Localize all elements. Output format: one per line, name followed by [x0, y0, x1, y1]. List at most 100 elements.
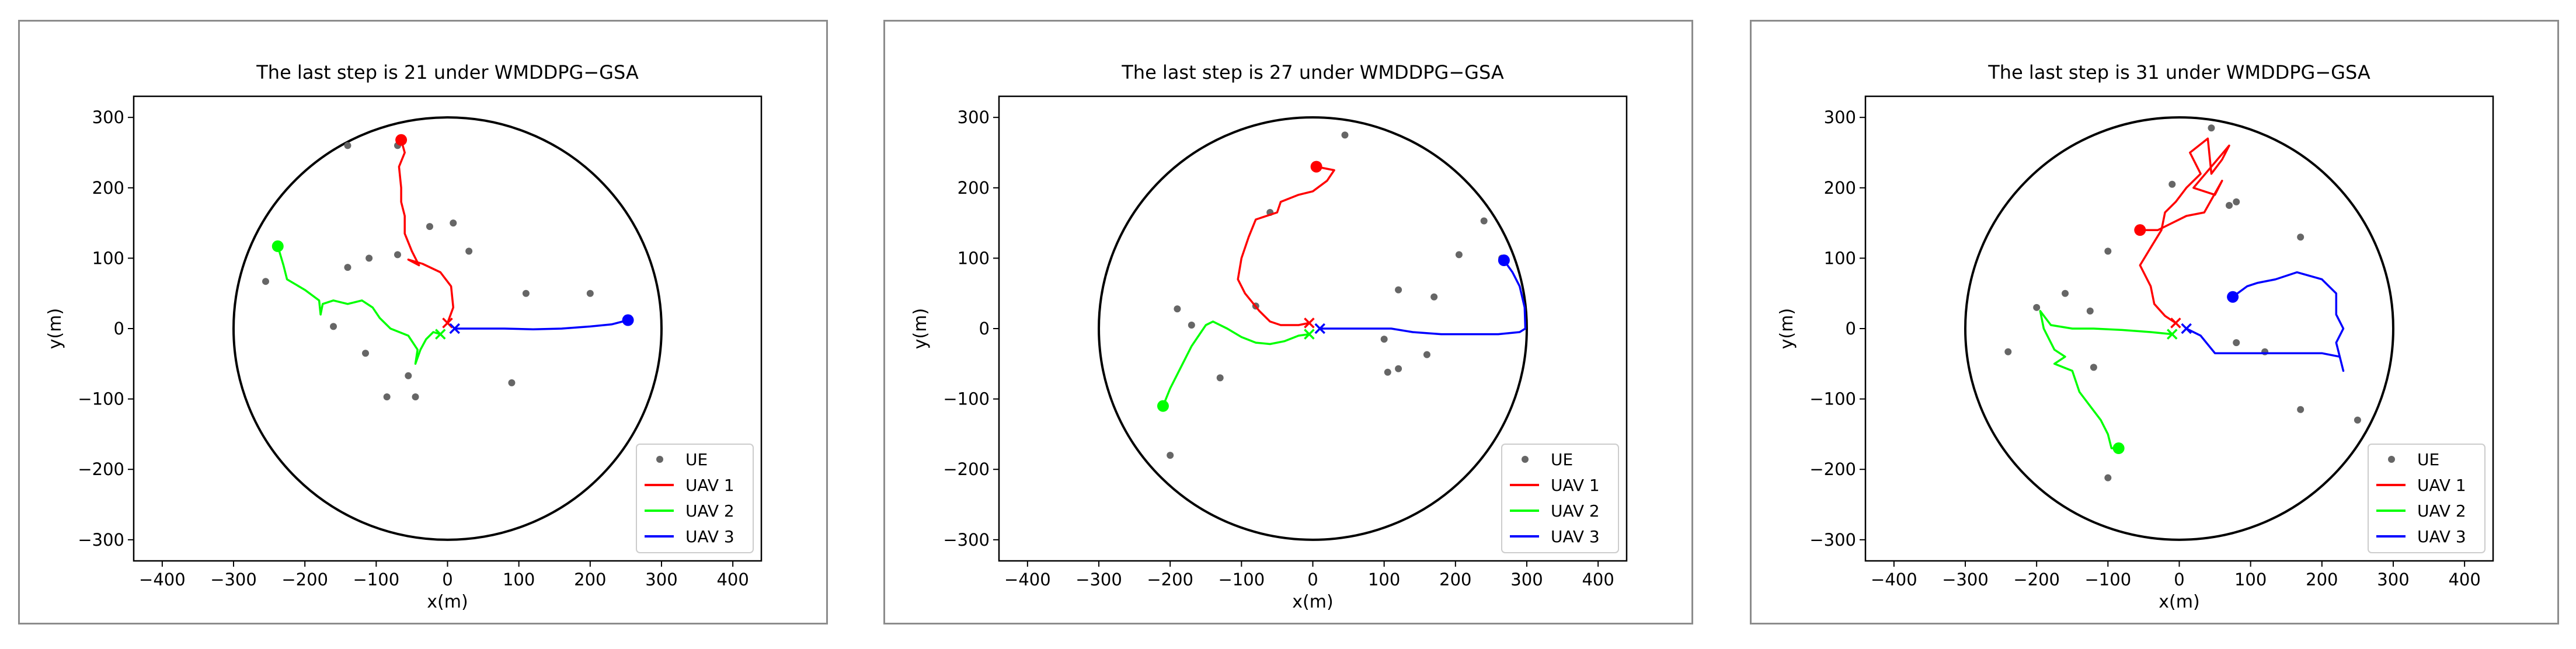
y-tick-label: 100 [92, 248, 124, 268]
legend-entry-label: UAV 1 [685, 476, 734, 495]
y-tick-label: −100 [78, 389, 124, 409]
legend-ue-swatch [656, 456, 663, 463]
legend-ue-swatch [2388, 456, 2395, 463]
y-tick-label: 200 [1824, 178, 1856, 198]
y-tick-label: 100 [958, 248, 990, 268]
x-tick-label: −300 [210, 570, 257, 589]
ue-point [344, 264, 351, 271]
ue-point [2233, 339, 2240, 347]
ue-point [344, 142, 351, 149]
legend-entry-label: UAV 1 [2417, 476, 2466, 495]
ue-point [2168, 180, 2176, 188]
y-tick-label: 0 [1846, 319, 1856, 339]
ue-point [1216, 374, 1224, 382]
ue-point [2090, 364, 2097, 371]
uav-1-trajectory [398, 139, 455, 324]
y-tick-label: 300 [1824, 107, 1856, 127]
legend-entry-label: UAV 3 [685, 527, 734, 546]
x-axis-label: x(m) [2159, 592, 2199, 612]
uav-3-start-marker [1314, 323, 1325, 334]
y-tick-label: 300 [92, 107, 124, 127]
x-tick-label: 400 [2448, 570, 2480, 589]
uav-2-final-position [271, 240, 284, 252]
uav-1-start-marker [442, 317, 453, 329]
y-tick-label: 200 [958, 178, 990, 198]
ue-point [1384, 368, 1391, 376]
ue-point [426, 223, 433, 231]
y-tick-label: 100 [1824, 248, 1856, 268]
uav-3-trajectory [454, 319, 629, 330]
legend-entry-label: UAV 2 [1551, 501, 1600, 521]
x-tick-label: 0 [2174, 570, 2184, 589]
x-tick-label: 200 [2306, 570, 2338, 589]
x-tick-label: −100 [1219, 570, 1265, 589]
x-tick-label: 100 [2234, 570, 2267, 589]
ue-point [330, 323, 337, 330]
x-tick-label: 300 [1510, 570, 1543, 589]
uav-3-final-position [2227, 291, 2239, 303]
ue-point [2297, 233, 2305, 241]
ue-point [1480, 217, 1488, 225]
y-tick-label: 300 [958, 107, 990, 127]
uav-2-trajectory [277, 246, 441, 365]
ue-point [2208, 124, 2215, 132]
ue-point [450, 219, 457, 227]
x-axis-label: x(m) [427, 592, 468, 612]
x-tick-label: −100 [2085, 570, 2132, 589]
uav-1-final-position [2134, 224, 2146, 236]
legend-entry-label: UE [2417, 450, 2439, 469]
ue-point [394, 251, 401, 259]
x-tick-label: −200 [1147, 570, 1193, 589]
ue-point [362, 350, 370, 357]
x-tick-label: −200 [281, 570, 328, 589]
ue-point [1341, 131, 1349, 139]
y-tick-label: 0 [114, 319, 124, 339]
ue-point [2354, 416, 2361, 424]
x-tick-label: 300 [645, 570, 677, 589]
ue-point [1395, 365, 1402, 372]
ue-point [262, 278, 269, 285]
uav-3-final-position [622, 314, 634, 326]
uav-2-trajectory [1162, 320, 1310, 407]
legend-entry-label: UAV 3 [2417, 527, 2466, 546]
legend-entry-label: UAV 3 [1551, 527, 1600, 546]
y-axis-label: y(m) [45, 308, 65, 349]
chart-svg-3: The last step is 31 under WMDDPG−GSA −400… [1777, 61, 2494, 612]
ue-point [2297, 406, 2305, 413]
x-tick-label: 100 [503, 570, 535, 589]
ue-point [1167, 452, 1174, 459]
y-tick-label: −300 [1809, 530, 1856, 550]
ue-point [1455, 251, 1463, 259]
chart-svg-2: The last step is 27 under WMDDPG−GSA −400… [910, 61, 1628, 612]
ue-point [2261, 348, 2269, 355]
uav-2-start-marker [1304, 329, 1315, 340]
ue-point [365, 254, 373, 262]
y-tick-label: −100 [1809, 389, 1856, 409]
uav-3-final-position [1498, 254, 1510, 267]
x-tick-label: −300 [1942, 570, 1989, 589]
uav-1-trajectory [1237, 165, 1335, 326]
ue-point [2104, 247, 2112, 255]
ue-point [522, 289, 530, 297]
x-tick-label: 200 [1439, 570, 1471, 589]
ue-point [1188, 321, 1195, 329]
x-tick-label: 0 [442, 570, 452, 589]
uav-2-final-position [1157, 400, 1169, 412]
legend-entry-label: UE [1551, 450, 1573, 469]
ue-point [1380, 336, 1388, 343]
ue-point [412, 393, 419, 400]
legend-entry-label: UAV 1 [1551, 476, 1600, 495]
legend-entry-label: UAV 2 [685, 501, 734, 521]
uav-1-start-marker [2170, 317, 2181, 329]
uav-2-trajectory [2039, 310, 2173, 449]
ue-point [1174, 305, 1181, 313]
coverage-boundary-circle [1098, 116, 1528, 541]
y-tick-label: −200 [78, 459, 124, 479]
y-tick-label: 200 [92, 178, 124, 198]
chart-title: The last step is 21 under WMDDPG−GSA [256, 61, 639, 83]
ue-point [586, 289, 594, 297]
y-tick-label: −300 [943, 530, 990, 550]
ue-point [2226, 201, 2233, 209]
ue-point [508, 379, 516, 386]
uav-1-final-position [395, 134, 408, 146]
